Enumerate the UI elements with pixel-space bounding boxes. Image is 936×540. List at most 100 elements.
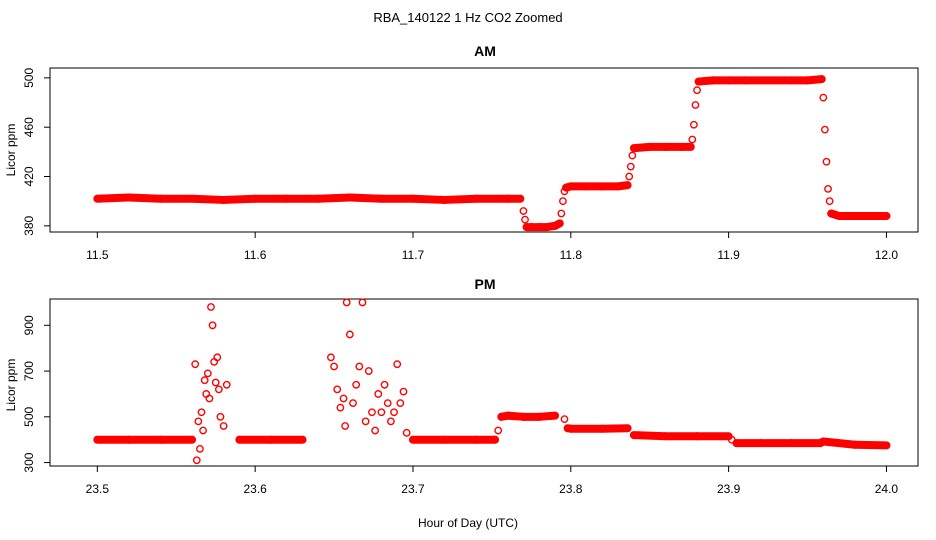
am-plot-frame [50,68,918,232]
pm-data-point [495,427,501,433]
pm-data-point [331,363,337,369]
am-data-point [820,94,826,100]
pm-data-point [353,382,359,388]
pm-data-point [195,418,201,424]
am-data-point [826,198,832,204]
pm-data-point [216,386,222,392]
pm-data-point [388,418,394,424]
am-data-point [558,210,564,216]
pm-x-tick-label: 23.5 [86,482,110,496]
pm-y-tick-label: 500 [22,406,36,426]
pm-data-point [561,416,567,422]
pm-data-point [372,427,378,433]
pm-data-point [366,368,372,374]
am-data-point [522,216,528,222]
pm-data-point [328,354,334,360]
am-panel: AM Licor ppm 11.5 11.6 11.7 11.8 11.9 12.0 38… [4,43,918,262]
pm-data-point [214,354,220,360]
am-data-point [822,126,828,132]
pm-data-point [220,423,226,429]
pm-data-point [209,322,215,328]
am-data-point [691,122,697,128]
pm-panel-title: PM [475,276,496,292]
am-data-point [628,163,634,169]
pm-x-tick-label: 23.9 [717,482,741,496]
pm-data-point [201,377,207,383]
am-y-tick-label: 420 [22,166,36,186]
am-data-segment [618,185,627,186]
pm-data-segment [823,442,855,445]
pm-x-tick-label: 23.7 [401,482,425,496]
pm-data-point [197,446,203,452]
pm-data-point [350,400,356,406]
pm-data-point [378,409,384,415]
am-x-tick-label: 12.0 [875,248,899,262]
am-y-tick-label: 460 [22,117,36,137]
chart-figure: RBA_140122 1 Hz CO2 Zoomed Hour of Day (… [0,0,936,540]
am-data-point [692,102,698,108]
pm-y-ticks: 300 500 700 900 [22,315,50,473]
pm-data-point [340,395,346,401]
pm-data-point [375,391,381,397]
pm-panel: PM Licor ppm 23.5 23.6 23.7 23.8 23.9 24.0 30… [4,276,918,496]
pm-y-tick-label: 300 [22,452,36,472]
am-data-points [94,76,889,230]
pm-x-ticks: 23.5 23.6 23.7 23.8 23.9 24.0 [86,466,899,496]
am-data-point [823,159,829,165]
pm-data-point [347,331,353,337]
pm-y-tick-label: 900 [22,315,36,335]
am-data-point [629,152,635,158]
x-axis-label: Hour of Day (UTC) [418,516,518,530]
figure-title: RBA_140122 1 Hz CO2 Zoomed [373,10,562,25]
am-data-segment [445,199,477,200]
pm-data-point [217,414,223,420]
pm-data-point [394,361,400,367]
pm-x-tick-label: 24.0 [875,482,899,496]
am-panel-title: AM [474,43,496,59]
pm-data-point [192,361,198,367]
pm-data-point [369,409,375,415]
pm-y-axis-label: Licor ppm [4,359,18,412]
pm-data-point [224,382,230,388]
am-data-point [626,173,632,179]
am-data-point [689,136,695,142]
am-x-tick-label: 11.8 [560,248,583,262]
am-data-segment [318,197,350,198]
am-y-tick-label: 500 [22,68,36,88]
pm-x-tick-label: 23.6 [243,482,267,496]
am-data-segment [129,197,161,198]
pm-data-point [198,409,204,415]
pm-data-point [194,457,200,463]
am-data-segment [192,199,224,200]
am-data-segment [808,79,822,80]
pm-data-point [205,370,211,376]
am-x-tick-label: 11.5 [86,248,109,262]
pm-y-tick-label: 700 [22,361,36,381]
am-data-point [825,186,831,192]
am-data-point [694,87,700,93]
pm-data-point [342,423,348,429]
am-data-segment [413,199,445,200]
pm-data-point [403,430,409,436]
pm-data-point [200,427,206,433]
pm-data-point [206,395,212,401]
pm-data-point [337,404,343,410]
am-x-tick-label: 11.9 [717,248,740,262]
pm-data-point [400,388,406,394]
pm-data-point [356,363,362,369]
pm-data-point [334,386,340,392]
am-y-tick-label: 380 [22,216,36,236]
pm-data-point [385,400,391,406]
pm-data-points [94,299,889,463]
pm-data-point [213,379,219,385]
am-data-segment [97,197,129,198]
am-y-ticks: 380 420 460 500 [22,68,50,236]
am-x-ticks: 11.5 11.6 11.7 11.8 11.9 12.0 [86,232,898,262]
am-y-axis-label: Licor ppm [4,124,18,177]
am-x-tick-label: 11.7 [402,248,425,262]
pm-data-segment [855,445,887,446]
am-data-point [520,208,526,214]
am-data-point [560,198,566,204]
pm-data-point [362,418,368,424]
pm-data-point [343,299,349,305]
